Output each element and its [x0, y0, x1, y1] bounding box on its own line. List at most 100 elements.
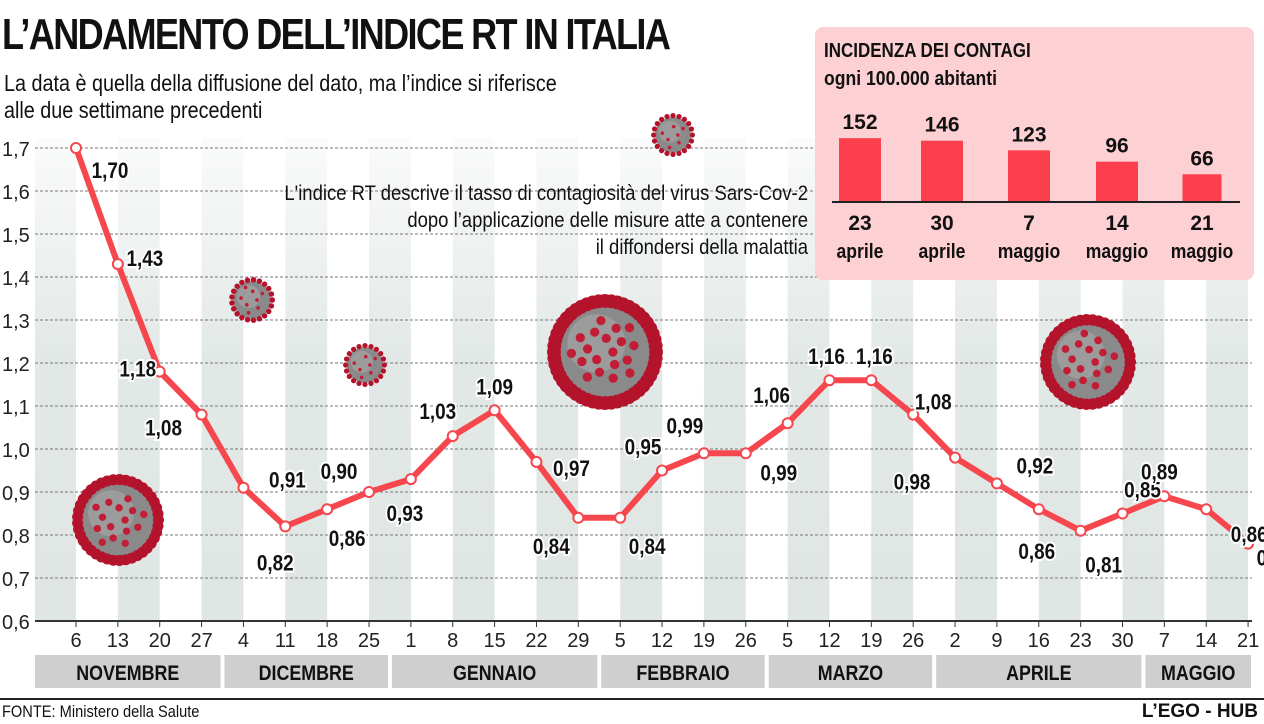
- month-label: NOVEMBRE: [76, 662, 179, 686]
- virus-spike: [660, 131, 665, 135]
- data-point: [1074, 524, 1087, 537]
- virus-spike: [244, 277, 251, 284]
- inset-bar-value: 152: [842, 111, 877, 134]
- virus-spike: [1074, 340, 1083, 348]
- virus-spike: [676, 133, 680, 137]
- data-label: 1,09: [476, 375, 513, 400]
- virus-spike: [234, 311, 240, 317]
- virus-spike: [677, 140, 681, 145]
- x-tick-label: 7: [1159, 630, 1170, 652]
- source: FONTE: Ministero della Salute: [2, 702, 200, 721]
- virus-spike: [625, 368, 635, 378]
- virus-icon: [72, 474, 164, 566]
- virus-spike: [356, 343, 362, 350]
- virus-spike: [368, 363, 372, 367]
- virus-spike: [250, 317, 257, 323]
- virus-spike: [1079, 376, 1087, 385]
- inset-subtitle: ogni 100.000 abitanti: [824, 67, 997, 89]
- data-point: [739, 447, 752, 460]
- data-label: 0,93: [386, 502, 423, 527]
- virus-spike: [243, 285, 248, 290]
- virus-icon: [547, 294, 663, 411]
- virus-icon: [229, 277, 275, 323]
- data-point: [321, 503, 334, 516]
- x-tick-label: 22: [525, 630, 547, 652]
- virus-spike: [1104, 365, 1113, 374]
- virus-spike: [658, 148, 665, 154]
- x-tick-label: 23: [1070, 630, 1092, 652]
- virus-spike: [152, 508, 164, 520]
- month-bar: [391, 655, 598, 688]
- y-tick-label: 1,7: [2, 139, 30, 161]
- virus-spike: [577, 356, 587, 367]
- virus-spike: [624, 323, 635, 333]
- virus-icon: [343, 343, 387, 387]
- virus-highlight: [1056, 330, 1105, 379]
- virus-spike: [582, 344, 593, 354]
- virus-spike: [356, 380, 362, 387]
- data-label: 0,89: [1141, 460, 1178, 485]
- data-label: 0,97: [553, 457, 590, 482]
- virus-spike: [651, 132, 657, 138]
- virus-spike: [1124, 350, 1136, 362]
- virus-spike: [373, 356, 377, 361]
- data-point: [1200, 503, 1213, 516]
- virus-spike: [255, 298, 259, 302]
- virus-spike: [261, 313, 268, 319]
- month-bar: [936, 655, 1142, 688]
- month-bar: [1145, 655, 1251, 688]
- virus-spike: [250, 289, 255, 294]
- data-label: 0,99: [760, 461, 797, 486]
- virus-spike: [93, 524, 102, 533]
- data-point: [195, 408, 208, 421]
- virus-spike: [268, 303, 275, 309]
- x-tick-label: 14: [1195, 630, 1217, 652]
- virus-spike: [582, 372, 592, 382]
- virus-spike: [239, 314, 245, 321]
- data-label: 0,99: [667, 414, 704, 439]
- virus-spike: [1099, 348, 1107, 357]
- data-point: [865, 374, 878, 387]
- x-tick-label: 4: [238, 630, 249, 652]
- y-tick-label: 1,2: [2, 354, 30, 376]
- virus-spike: [681, 116, 688, 122]
- virus-spike: [592, 354, 602, 365]
- week-band: [285, 138, 328, 621]
- virus-spike: [109, 534, 117, 542]
- virus-spike: [664, 150, 670, 157]
- inset-day-label: 21: [1190, 212, 1214, 235]
- page-title: L’ANDAMENTO DELL’INDICE RT IN ITALIA: [2, 10, 671, 59]
- virus-spike: [115, 504, 123, 512]
- virus-spike: [343, 362, 349, 368]
- data-point: [949, 451, 962, 464]
- virus-spike: [688, 138, 695, 144]
- virus-spike: [1063, 366, 1071, 375]
- inset-month-label: maggio: [1171, 240, 1234, 262]
- y-tick-label: 0,7: [2, 569, 30, 591]
- data-point: [656, 464, 669, 477]
- virus-spike: [244, 302, 249, 307]
- data-point: [781, 417, 794, 430]
- data-point: [530, 455, 543, 468]
- data-point: [446, 430, 459, 443]
- x-tick-label: 19: [860, 630, 882, 652]
- virus-spike: [654, 143, 660, 150]
- data-label: 1,08: [145, 416, 182, 441]
- virus-spike: [1068, 380, 1076, 389]
- virus-spike: [229, 300, 235, 306]
- footer-divider: [0, 698, 1264, 700]
- virus-spike: [670, 113, 676, 119]
- virus-spike: [1091, 381, 1100, 390]
- virus-spike: [121, 539, 129, 547]
- virus-spike: [373, 346, 380, 352]
- virus-spike: [134, 523, 142, 531]
- inset-month-label: aprile: [837, 240, 884, 262]
- data-point: [990, 477, 1003, 490]
- virus-spike: [265, 308, 272, 315]
- x-tick-label: 26: [902, 630, 924, 652]
- virus-spike: [239, 279, 245, 286]
- y-tick-label: 1,0: [2, 440, 30, 462]
- x-tick-label: 5: [615, 630, 626, 652]
- note-line: L'indice RT descrive il tasso di contagi…: [284, 182, 808, 205]
